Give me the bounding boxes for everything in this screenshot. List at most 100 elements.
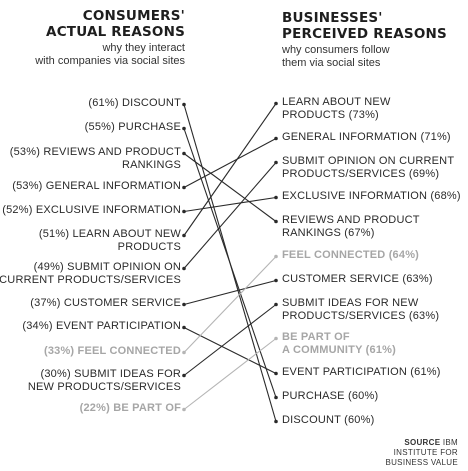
left-item-general-line-1: (53%) GENERAL INFORMATION [12,180,181,192]
source-line-3: BUSINESS VALUE [385,458,458,467]
left-item-opinion: (49%) SUBMIT OPINION ON CURRENT PRODUCTS/… [0,261,181,287]
left-item-ideas-line-1: (30%) SUBMIT IDEAS FOR [40,368,181,380]
right-dot-discount [274,419,278,424]
left-column-title: CONSUMERS' ACTUAL REASONS [0,8,185,40]
right-item-exclusive: EXCLUSIVE INFORMATION (68%) [282,190,461,203]
left-item-event-line-1: (34%) EVENT PARTICIPATION [22,320,181,332]
left-dot-exclusive [182,209,186,214]
source-line-2: INSTITUTE FOR [393,448,458,457]
right-title-line-1: BUSINESSES' [282,10,383,26]
right-item-purchase: PURCHASE (60%) [282,390,378,403]
right-item-ideas: SUBMIT IDEAS FOR NEW PRODUCTS/SERVICES (6… [282,297,439,323]
left-item-purchase: (55%) PURCHASE [85,121,181,134]
right-item-service: CUSTOMER SERVICE (63%) [282,273,433,286]
right-item-learn-line-1: LEARN ABOUT NEW [282,96,391,108]
connector-service [183,279,277,306]
left-item-opinion-line-1: (49%) SUBMIT OPINION ON [33,261,181,273]
left-item-learn-line-2: PRODUCTS [117,241,181,253]
left-dot-general [182,185,186,190]
right-dot-connected [274,254,278,259]
left-item-purchase-line-1: (55%) PURCHASE [84,121,181,133]
right-item-event: EVENT PARTICIPATION (61%) [282,366,441,379]
right-title-line-2: PERCEIVED REASONS [282,26,447,42]
connector-ideas [183,304,277,376]
right-item-opinion-line-1: SUBMIT OPINION ON CURRENT [282,155,455,167]
right-item-connected-line-1: FEEL CONNECTED (64%) [282,249,420,261]
right-dot-exclusive [274,195,278,200]
left-subtitle-line-1: why they interact [102,42,185,54]
left-dot-service [182,302,186,307]
right-dot-service [274,278,278,283]
left-item-reviews-line-2: RANKINGS [121,159,181,171]
left-dot-connected [182,350,186,355]
right-dot-opinion [274,160,278,165]
left-item-discount-line-1: (61%) DISCOUNT [88,97,181,109]
right-item-general-line-1: GENERAL INFORMATION (71%) [282,131,451,143]
left-item-community: (22%) BE PART OF [80,402,181,415]
right-item-community: BE PART OF A COMMUNITY (61%) [282,331,396,357]
right-item-purchase-line-1: PURCHASE (60%) [282,390,379,402]
source-note: SOURCE IBM INSTITUTE FOR BUSINESS VALUE [378,438,458,468]
right-dot-community [274,336,278,341]
left-item-service-line-1: (37%) CUSTOMER SERVICE [30,297,181,309]
left-item-reviews-line-1: (53%) REVIEWS AND PRODUCT [9,146,181,158]
left-item-reviews: (53%) REVIEWS AND PRODUCT RANKINGS [10,146,181,172]
left-item-service: (37%) CUSTOMER SERVICE [30,297,181,310]
right-item-ideas-line-2: PRODUCTS/SERVICES (63%) [282,310,440,322]
right-item-discount: DISCOUNT (60%) [282,414,374,427]
right-item-discount-line-1: DISCOUNT (60%) [282,414,375,426]
left-title-line-1: CONSUMERS' [82,8,185,24]
right-dot-ideas [274,302,278,307]
right-item-reviews-line-1: REVIEWS AND PRODUCT [282,214,420,226]
right-item-ideas-line-1: SUBMIT IDEAS FOR NEW [282,297,419,309]
left-dot-learn [182,233,186,238]
right-item-learn-line-2: PRODUCTS (73%) [282,109,379,121]
left-item-learn-line-1: (51%) LEARN ABOUT NEW [38,228,181,240]
right-subtitle-line-1: why consumers follow [282,44,390,56]
left-title-line-2: ACTUAL REASONS [46,24,185,40]
connector-learn [183,103,277,236]
left-item-community-line-1: (22%) BE PART OF [79,402,181,414]
left-item-learn: (51%) LEARN ABOUT NEW PRODUCTS [39,228,181,254]
connector-community [183,338,277,410]
right-dot-purchase [274,395,278,400]
connector-opinion [183,162,277,269]
right-item-connected: FEEL CONNECTED (64%) [282,249,419,262]
right-dot-reviews [274,219,278,224]
connector-reviews [183,153,277,222]
right-item-learn: LEARN ABOUT NEW PRODUCTS (73%) [282,96,391,122]
source-label: SOURCE [404,438,441,447]
right-dot-event [274,371,278,376]
left-item-discount: (61%) DISCOUNT [88,97,181,110]
right-item-exclusive-line-1: EXCLUSIVE INFORMATION (68%) [282,190,461,202]
left-item-opinion-line-2: CURRENT PRODUCTS/SERVICES [0,274,181,286]
right-item-opinion-line-2: PRODUCTS/SERVICES (69%) [282,168,440,180]
right-column-title: BUSINESSES' PERCEIVED REASONS [282,10,468,42]
left-item-ideas-line-2: NEW PRODUCTS/SERVICES [27,381,181,393]
left-dot-reviews [182,151,186,156]
left-subtitle-line-2: with companies via social sites [35,55,185,67]
right-subtitle-line-2: them via social sites [282,57,381,69]
right-dot-general [274,136,278,141]
right-item-opinion: SUBMIT OPINION ON CURRENT PRODUCTS/SERVIC… [282,155,454,181]
right-column-subtitle: why consumers follow them via social sit… [282,44,468,70]
connector-exclusive [183,196,277,213]
left-dot-community [182,407,186,412]
left-item-event: (34%) EVENT PARTICIPATION [22,320,181,333]
left-item-general: (53%) GENERAL INFORMATION [12,180,181,193]
left-dot-purchase [182,126,186,131]
left-dot-event [182,325,186,330]
left-dot-discount [182,102,186,107]
left-item-connected-line-1: (33%) FEEL CONNECTED [43,345,181,357]
connector-general [183,138,277,188]
connector-event [183,327,277,374]
right-item-reviews: REVIEWS AND PRODUCT RANKINGS (67%) [282,214,420,240]
left-item-connected: (33%) FEEL CONNECTED [44,345,181,358]
left-item-exclusive-line-1: (52%) EXCLUSIVE INFORMATION [2,204,181,216]
left-dot-opinion [182,266,186,271]
right-item-community-line-1: BE PART OF [282,331,350,343]
left-item-ideas: (30%) SUBMIT IDEAS FOR NEW PRODUCTS/SERVI… [28,368,181,394]
right-item-reviews-line-2: RANKINGS (67%) [282,227,375,239]
